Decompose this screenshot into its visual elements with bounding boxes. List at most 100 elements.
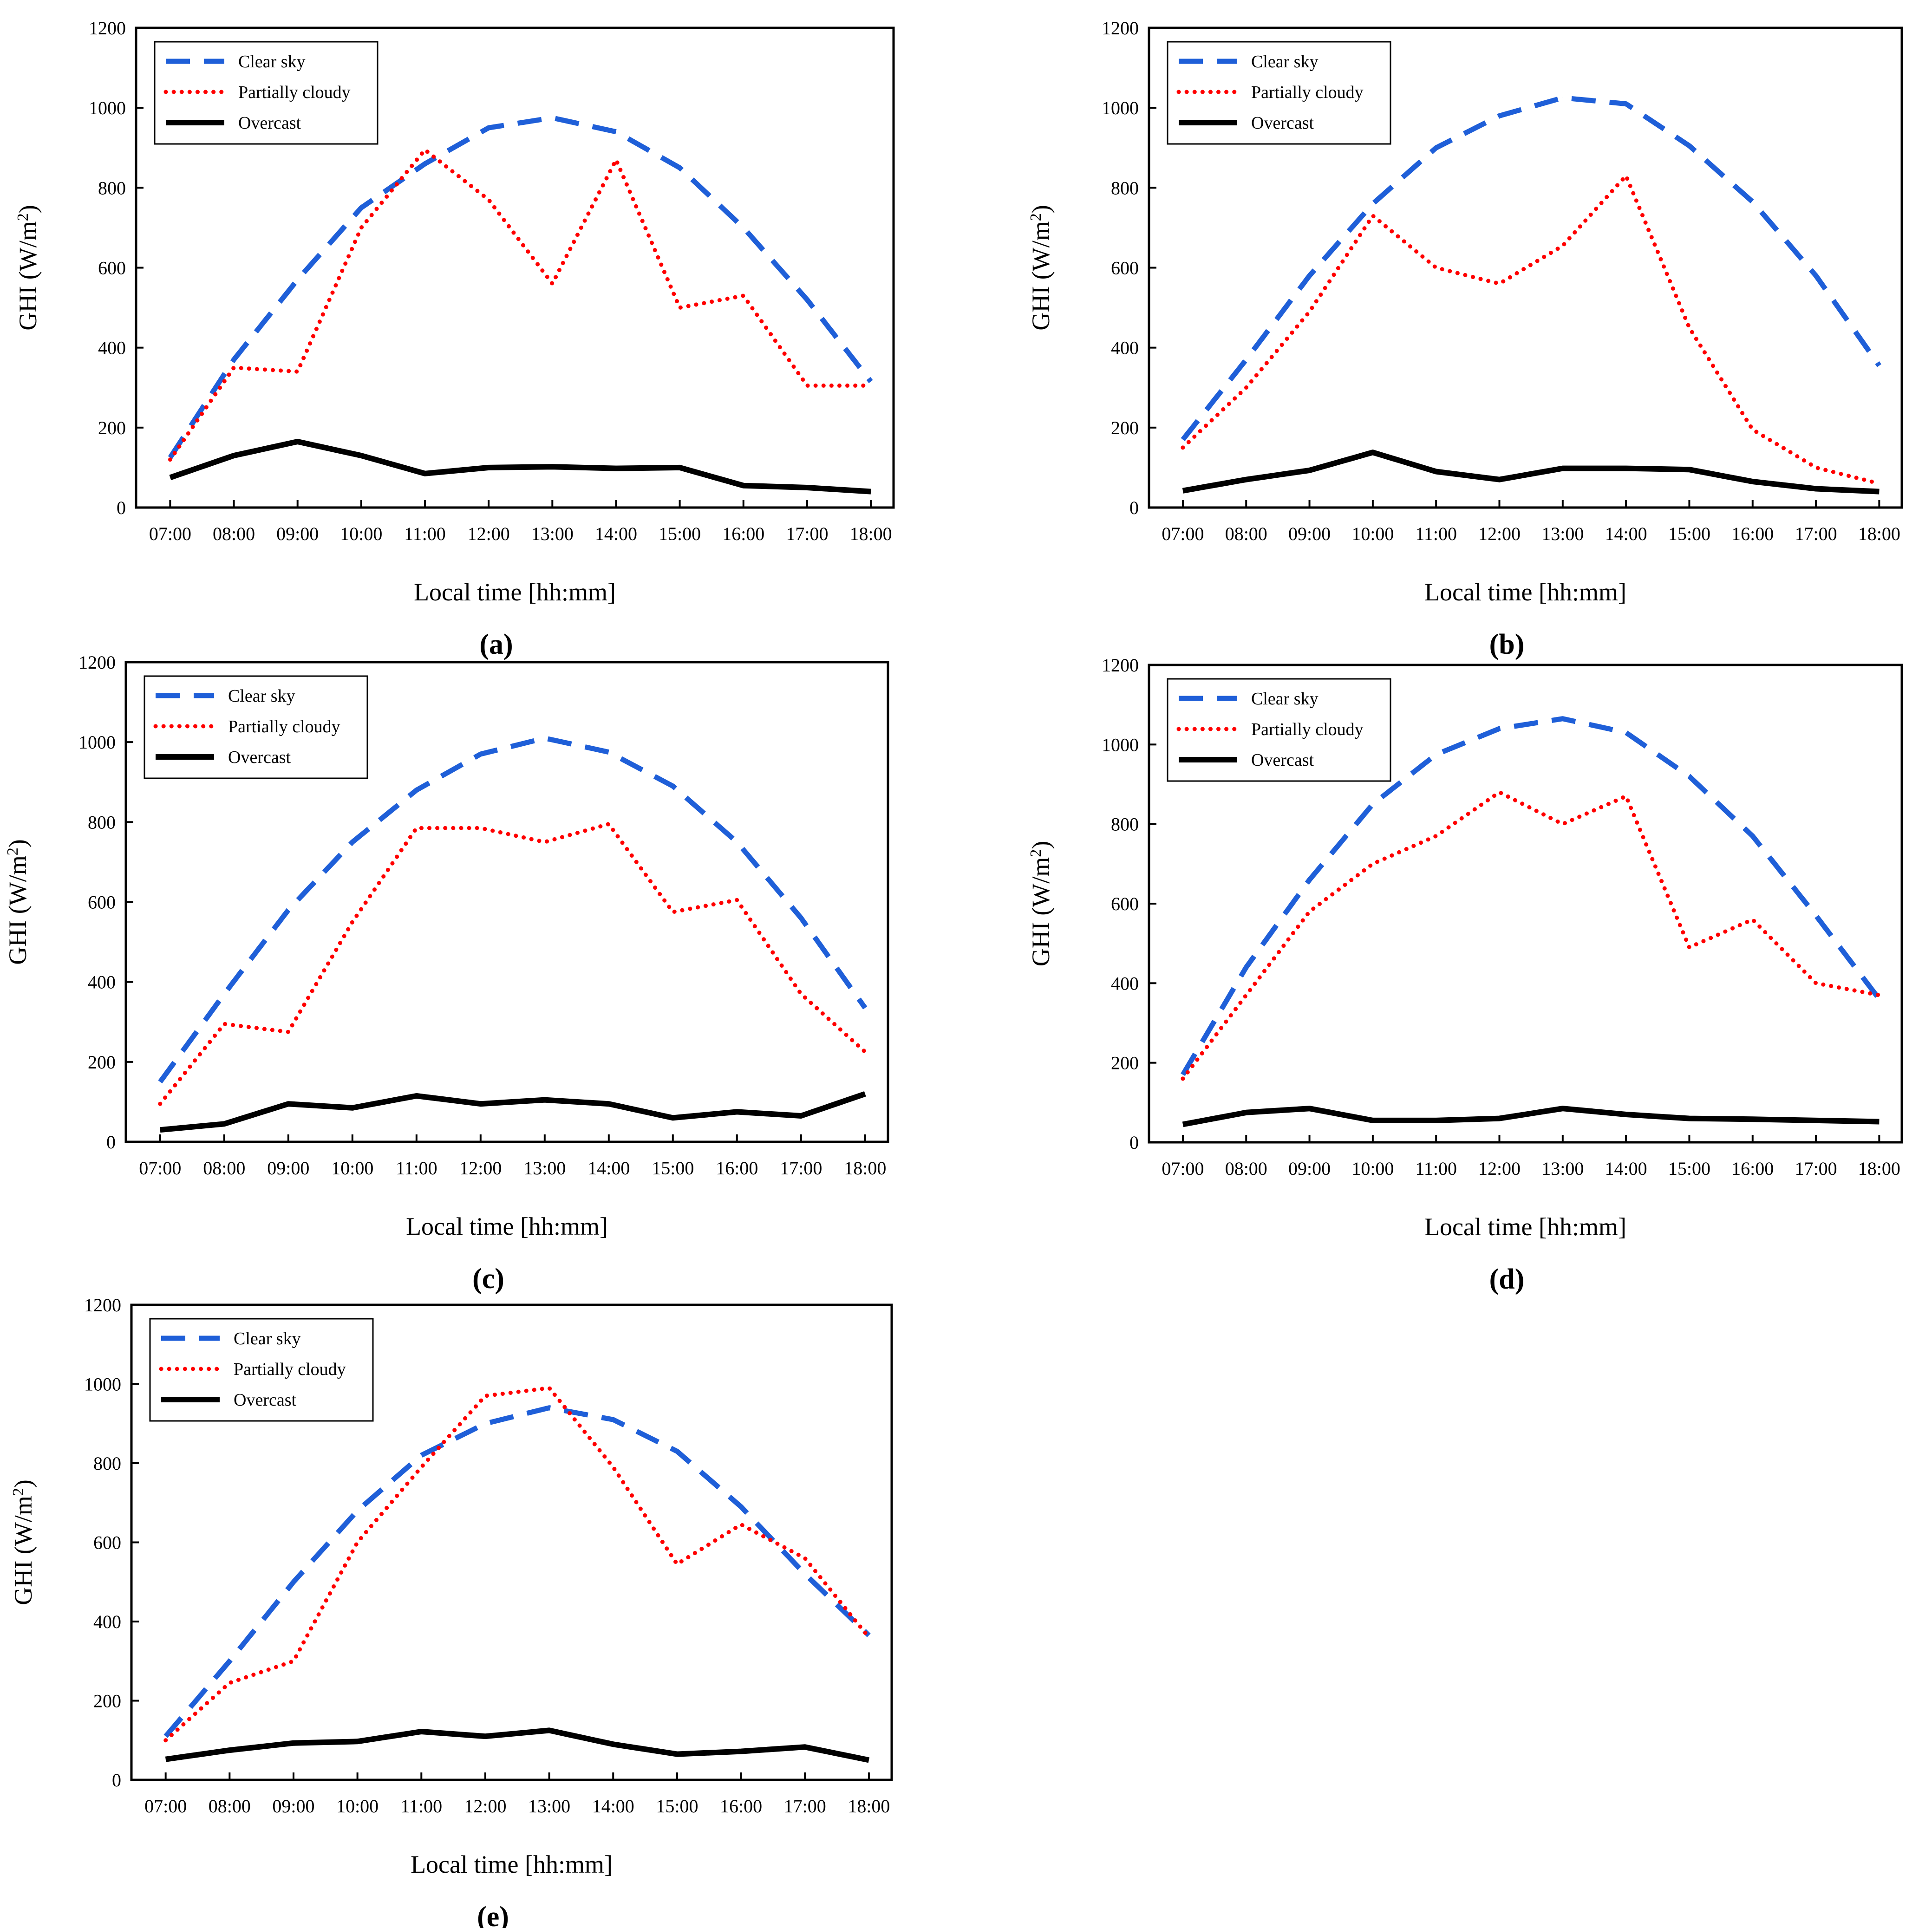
- x-tick-label: 14:00: [595, 523, 637, 544]
- y-tick-label: 1000: [84, 1374, 121, 1395]
- x-tick-label: 12:00: [1478, 523, 1521, 544]
- x-tick-label: 08:00: [1225, 523, 1267, 544]
- y-tick-label: 400: [1111, 338, 1139, 358]
- y-tick-label: 1200: [89, 18, 126, 39]
- x-tick-label: 11:00: [1415, 523, 1457, 544]
- x-tick-label: 13:00: [1541, 523, 1584, 544]
- y-tick-label: 800: [98, 177, 126, 198]
- y-axis-title-superscript: 2: [1027, 849, 1044, 857]
- y-tick-label: 1200: [78, 652, 116, 673]
- panel-label: (b): [1489, 629, 1525, 660]
- y-tick-label: 200: [98, 417, 126, 438]
- legend-entry-label: Partially cloudy: [1251, 720, 1364, 739]
- legend-box: [149, 1318, 374, 1422]
- y-tick-label: 1000: [78, 732, 116, 753]
- series-line-clear-sky: [168, 115, 873, 459]
- panel-label: (a): [479, 629, 513, 660]
- x-tick-label: 17:00: [786, 523, 828, 544]
- x-tick-label: 07:00: [1162, 523, 1204, 544]
- x-tick-label: 12:00: [459, 1158, 502, 1179]
- y-tick-label: 200: [88, 1052, 116, 1073]
- x-tick-label: 07:00: [1162, 1158, 1204, 1179]
- y-tick-label: 0: [117, 497, 126, 518]
- y-axis-title: GHI (W/m2): [14, 205, 42, 330]
- y-tick-label: 0: [1129, 497, 1139, 518]
- legend-entry-label: Clear sky: [238, 52, 306, 72]
- x-tick-label: 15:00: [656, 1796, 698, 1817]
- x-tick-label: 16:00: [1731, 523, 1774, 544]
- y-tick-label: 1000: [89, 98, 126, 118]
- y-tick-label: 600: [98, 258, 126, 279]
- legend-entry-label: Overcast: [228, 748, 291, 767]
- x-axis-title: Local time [hh:mm]: [414, 578, 616, 606]
- series-line-overcast: [1182, 449, 1880, 495]
- y-tick-label: 600: [93, 1532, 121, 1553]
- legend: Clear sky Partially cloudy Overcast: [154, 41, 379, 145]
- legend-box: [1167, 678, 1391, 782]
- y-tick-label: 400: [88, 972, 116, 993]
- legend-entry-label: Partially cloudy: [1251, 83, 1364, 102]
- y-tick-label: 200: [1111, 417, 1139, 438]
- y-axis-title-superscript: 2: [10, 1488, 27, 1496]
- y-axis-title: GHI (W/m2): [4, 839, 32, 964]
- legend-entry-label: Partially cloudy: [238, 83, 351, 102]
- legend-entry-label: Partially cloudy: [228, 717, 340, 736]
- x-tick-label: 11:00: [404, 523, 446, 544]
- x-tick-label: 15:00: [659, 523, 701, 544]
- x-tick-label: 10:00: [331, 1158, 373, 1179]
- x-tick-label: 08:00: [209, 1796, 251, 1817]
- y-axis-title: GHI (W/m2): [1027, 205, 1055, 330]
- y-tick-label: 400: [1111, 973, 1139, 994]
- x-tick-label: 18:00: [1858, 523, 1900, 544]
- x-tick-label: 14:00: [587, 1158, 630, 1179]
- y-tick-label: 400: [93, 1611, 121, 1632]
- legend-entry-label: Clear sky: [234, 1329, 301, 1348]
- legend-entry-label: Overcast: [1251, 113, 1314, 133]
- legend: Clear sky Partially cloudy Overcast: [149, 1318, 374, 1422]
- x-tick-label: 13:00: [531, 523, 574, 544]
- x-tick-label: 14:00: [592, 1796, 634, 1817]
- y-tick-label: 1200: [84, 1295, 121, 1316]
- legend-box: [1167, 41, 1391, 145]
- series-line-partially-cloudy: [158, 822, 868, 1106]
- legend: Clear sky Partially cloudy Overcast: [144, 675, 368, 779]
- x-axis-title: Local time [hh:mm]: [1424, 1213, 1626, 1241]
- x-tick-label: 11:00: [1415, 1158, 1457, 1179]
- y-tick-label: 1000: [1102, 734, 1139, 755]
- chart-panel-d: 0 200 400 600 800 1000 1200 07:00 08:00 09:00 10:0…: [1027, 655, 1903, 1295]
- x-tick-label: 18:00: [1858, 1158, 1900, 1179]
- y-axis-title-end: ): [4, 839, 32, 847]
- x-tick-label: 15:00: [652, 1158, 694, 1179]
- legend-entry-label: Clear sky: [228, 686, 295, 706]
- x-tick-label: 16:00: [1731, 1158, 1774, 1179]
- x-tick-label: 08:00: [213, 523, 255, 544]
- x-tick-label: 10:00: [336, 1796, 379, 1817]
- series-line-clear-sky: [158, 736, 868, 1084]
- legend-entry-label: Clear sky: [1251, 689, 1318, 709]
- y-tick-label: 1000: [1102, 98, 1139, 118]
- y-axis-title-main: GHI (W/m: [4, 855, 32, 964]
- series-line-clear-sky: [1181, 95, 1881, 442]
- y-axis-title-superscript: 2: [1027, 213, 1044, 221]
- y-axis-title-superscript: 2: [4, 847, 21, 855]
- legend-entry-label: Overcast: [238, 113, 301, 133]
- x-tick-label: 08:00: [203, 1158, 245, 1179]
- x-axis-title: Local time [hh:mm]: [411, 1850, 613, 1878]
- series-line-partially-cloudy: [163, 1386, 871, 1743]
- chart-panel-a: 0 200 400 600 800 1000 1200 07:00 08:00 09:00 10:0…: [14, 18, 895, 660]
- y-axis-title-main: GHI (W/m: [9, 1496, 37, 1605]
- x-tick-label: 18:00: [844, 1158, 886, 1179]
- chart-panel-c: 0 200 400 600 800 1000 1200 07:00 08:00 09:00 10:0…: [4, 652, 889, 1295]
- x-tick-label: 11:00: [400, 1796, 442, 1817]
- chart-panel-b: 0 200 400 600 800 1000 1200 07:00 08:00 09:00 10:0…: [1027, 18, 1903, 660]
- y-axis-title-superscript: 2: [14, 213, 32, 221]
- x-tick-label: 16:00: [720, 1796, 762, 1817]
- y-tick-label: 0: [106, 1132, 116, 1153]
- x-tick-label: 07:00: [149, 523, 191, 544]
- x-tick-label: 17:00: [780, 1158, 822, 1179]
- series-line-partially-cloudy: [168, 148, 873, 462]
- x-tick-label: 16:00: [716, 1158, 758, 1179]
- legend-box: [154, 41, 379, 145]
- y-tick-label: 800: [93, 1453, 121, 1474]
